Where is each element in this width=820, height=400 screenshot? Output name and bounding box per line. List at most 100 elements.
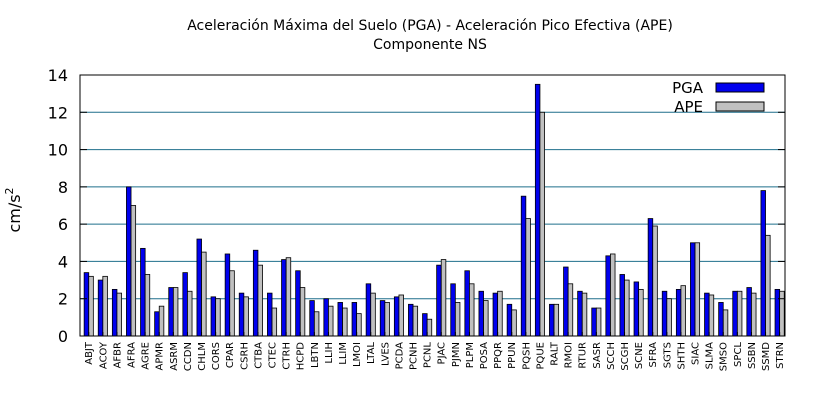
bar-pga-ppqr xyxy=(492,292,499,337)
x-tick-label-scch: SCCH xyxy=(606,342,617,370)
bar-ape-cors xyxy=(215,298,221,337)
bar-pga-pque xyxy=(534,83,541,337)
bar-pga-sgts xyxy=(661,290,668,337)
bar-pga-pqsh xyxy=(520,195,527,337)
bar-pga-csrh xyxy=(238,292,245,337)
x-tick-label-sfra: SFRA xyxy=(648,342,659,368)
bar-pga-chlm xyxy=(196,238,202,337)
legend-label-pga: PGA xyxy=(672,79,704,97)
x-tick-label-apmr: APMR xyxy=(155,342,166,370)
bar-pga-smso xyxy=(718,302,724,337)
x-tick-label-cpar: CPAR xyxy=(225,342,236,368)
x-tick-label-pcda: PCDA xyxy=(394,342,405,370)
x-tick-label-csrh: CSRH xyxy=(239,342,250,370)
bars xyxy=(83,83,785,337)
bar-ape-afbr xyxy=(116,292,122,337)
bar-pga-llih xyxy=(323,298,329,337)
y-axis-label: cm/s2 xyxy=(3,187,24,232)
legend-label-ape: APE xyxy=(674,98,703,116)
bar-ape-ltal xyxy=(370,292,376,337)
y-tick-label: 10 xyxy=(48,141,68,160)
bar-pga-acoy xyxy=(97,279,104,337)
legend: PGA APE xyxy=(672,79,765,116)
bar-pga-ssmd xyxy=(760,190,766,337)
bar-pga-ccdn xyxy=(182,272,188,337)
x-tick-label-asrm: ASRM xyxy=(169,342,180,371)
x-tick-label-afra: AFRA xyxy=(127,342,138,368)
x-tick-label-lmoi: LMOI xyxy=(352,342,363,367)
bar-pga-plpm xyxy=(464,270,470,337)
bar-pga-pjac xyxy=(436,264,442,337)
x-tick-label-smso: SMSO xyxy=(719,342,730,371)
y-tick-label: 2 xyxy=(58,290,68,309)
y-tick-label: 0 xyxy=(58,327,68,346)
bar-ape-spcl xyxy=(736,290,743,337)
bar-ape-slma xyxy=(708,294,715,337)
x-tick-label-pjmn: PJMN xyxy=(451,342,462,367)
bar-ape-agre xyxy=(144,274,151,337)
bar-pga-hcpd xyxy=(295,270,301,337)
x-tick-label-afbr: AFBR xyxy=(112,342,123,368)
bar-pga-strn xyxy=(774,288,781,337)
bar-pga-ralt xyxy=(549,303,555,337)
bar-ape-pcnh xyxy=(412,305,419,337)
x-tick-label-ssbn: SSBN xyxy=(747,342,758,369)
x-tick-label-shth: SHTH xyxy=(676,342,687,370)
bar-ape-lves xyxy=(384,302,390,337)
x-tick-label-abjt: ABJT xyxy=(84,341,95,365)
bar-ape-ctrh xyxy=(285,257,292,337)
x-tick-label-pcnh: PCNH xyxy=(409,342,420,370)
x-tick-label-rmoi: RMOI xyxy=(564,342,575,368)
bar-ape-pcnl xyxy=(426,318,433,337)
bar-ape-ssmd xyxy=(765,234,771,337)
x-tick-label-sasr: SASR xyxy=(592,342,603,369)
x-tick-label-ssmd: SSMD xyxy=(761,342,772,371)
x-tick-label-pcnl: PCNL xyxy=(423,342,434,368)
bar-pga-spcl xyxy=(732,290,738,337)
bar-pga-apmr xyxy=(154,311,160,337)
x-tick-label-cors: CORS xyxy=(211,342,222,370)
bar-ape-hcpd xyxy=(299,287,306,337)
bar-pga-asrm xyxy=(168,287,174,337)
bar-pga-cors xyxy=(210,296,217,337)
x-axis-ticks: ABJT ACOY AFBR AFRA AGRE APMR ASRM CCDN CHLM CORS… xyxy=(84,332,786,371)
x-tick-label-llih: LLIH xyxy=(324,342,335,364)
x-tick-label-ltal: LTAL xyxy=(366,342,377,364)
bar-ape-lbtn xyxy=(313,311,320,337)
bar-pga-ctba xyxy=(252,249,259,337)
bar-ape-strn xyxy=(779,290,785,337)
gridlines xyxy=(80,111,785,300)
bar-pga-afra xyxy=(126,186,132,337)
bar-ape-abjt xyxy=(88,275,94,337)
bar-pga-rmoi xyxy=(563,266,569,337)
bar-ape-ccdn xyxy=(187,290,193,337)
bar-ape-ctec xyxy=(271,307,278,337)
bar-pga-slma xyxy=(704,292,710,337)
bar-ape-asrm xyxy=(172,287,179,337)
bar-ape-chlm xyxy=(201,251,207,337)
x-tick-label-ctec: CTEC xyxy=(268,342,279,368)
x-tick-label-chlm: CHLM xyxy=(197,342,208,371)
bar-ape-rtur xyxy=(581,292,588,337)
x-tick-label-rtur: RTUR xyxy=(578,342,589,369)
bar-pga-ltal xyxy=(365,283,372,337)
bar-ape-cpar xyxy=(229,270,235,337)
plot-frame xyxy=(79,74,786,337)
bar-ape-llim xyxy=(342,307,348,337)
bar-ape-llih xyxy=(328,305,334,337)
x-tick-label-scne: SCNE xyxy=(634,342,645,369)
x-tick-label-siac: SIAC xyxy=(691,342,702,365)
bar-ape-sasr xyxy=(595,307,602,337)
x-tick-label-spcl: SPCL xyxy=(733,342,744,367)
bar-pga-ctrh xyxy=(281,259,287,337)
bar-pga-agre xyxy=(140,247,146,337)
bar-pga-ssbn xyxy=(746,287,752,337)
bar-ape-siac xyxy=(694,242,701,337)
bar-ape-scne xyxy=(638,288,644,337)
bar-ape-ppqr xyxy=(497,290,503,337)
x-tick-label-sgts: SGTS xyxy=(662,342,673,368)
y-tick-label: 6 xyxy=(58,215,68,234)
bar-ape-sgts xyxy=(666,298,672,337)
bar-pga-scgh xyxy=(619,274,625,337)
